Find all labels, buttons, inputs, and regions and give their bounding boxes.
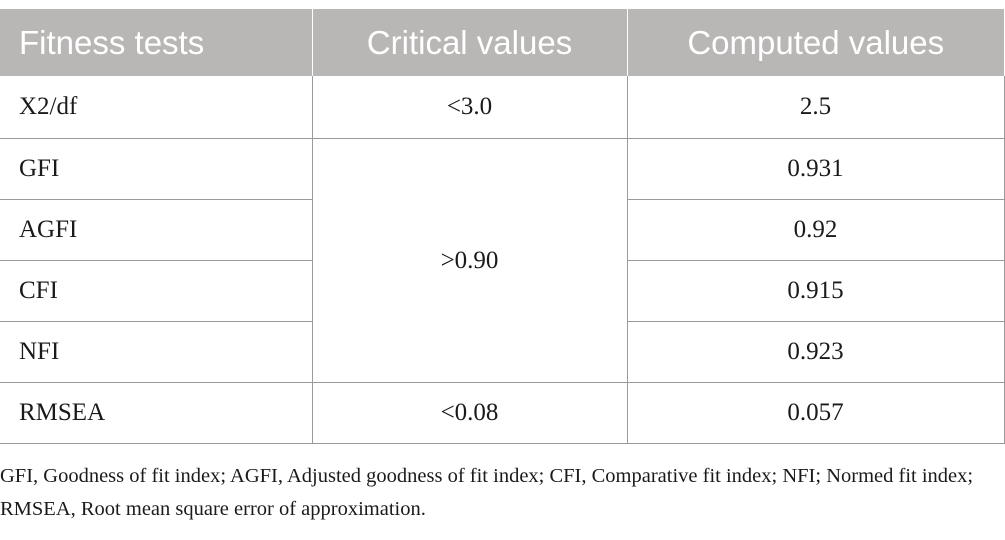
- computed-value-cell: 0.057: [626, 382, 1005, 444]
- computed-value-cell: 0.931: [626, 138, 1005, 200]
- computed-value-cell: 0.92: [626, 199, 1005, 261]
- header-fitness-tests: Fitness tests: [0, 9, 312, 76]
- test-name-cell: CFI: [0, 260, 312, 322]
- test-name-cell: X2/df: [19, 93, 78, 120]
- table-row: AGFI 0.92: [0, 199, 1005, 261]
- computed-value-cell: 2.5: [626, 76, 1005, 139]
- table-row: NFI 0.923: [0, 321, 1005, 383]
- table-footnote: GFI, Goodness of fit index; AGFI, Adjust…: [0, 465, 974, 520]
- table-row: GFI >0.90 0.931: [0, 138, 1005, 383]
- test-name-cell: GFI: [0, 138, 312, 200]
- table-body: X2/df <3.0 2.5 GFI >0.90 0.931 AGFI 0.92…: [0, 76, 1005, 444]
- header-critical-values: Critical values: [311, 9, 627, 76]
- fit-indices-table: Fitness tests Critical values Computed v…: [0, 9, 1005, 444]
- critical-value-cell: <0.08: [311, 382, 627, 444]
- header-computed-values: Computed values: [626, 9, 1004, 76]
- header-row: Fitness tests Critical values Computed v…: [0, 9, 1004, 76]
- table-row: X2/df <3.0 2.5: [0, 76, 1005, 139]
- test-name-cell: AGFI: [0, 199, 312, 261]
- table-row: CFI 0.915: [0, 260, 1005, 322]
- computed-value-cell: 0.923: [626, 321, 1005, 383]
- critical-value-cell: >0.90: [311, 138, 627, 383]
- computed-value-cell: 0.915: [626, 260, 1005, 322]
- critical-value-cell: <3.0: [311, 76, 627, 139]
- table-header: Fitness tests Critical values Computed v…: [0, 9, 1004, 76]
- table-row: RMSEA <0.08 0.057: [0, 382, 1005, 444]
- test-name-cell: NFI: [0, 321, 312, 383]
- test-name-cell: RMSEA: [0, 382, 312, 444]
